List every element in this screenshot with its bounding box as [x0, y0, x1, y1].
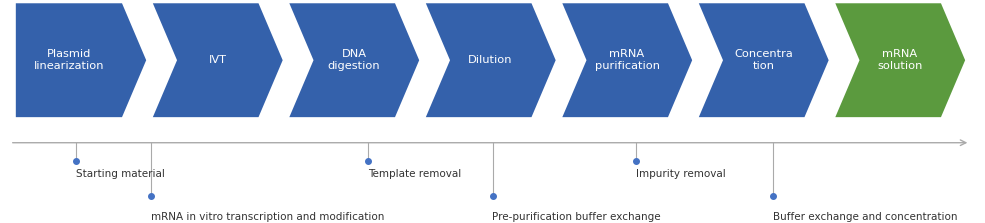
Text: Pre-purification buffer exchange: Pre-purification buffer exchange: [492, 212, 661, 222]
Polygon shape: [833, 2, 966, 118]
Polygon shape: [697, 2, 829, 118]
Polygon shape: [15, 2, 148, 118]
Text: Concentra
tion: Concentra tion: [734, 50, 793, 71]
Text: Starting material: Starting material: [76, 169, 164, 180]
Text: IVT: IVT: [209, 55, 227, 65]
Text: Dilution: Dilution: [468, 55, 513, 65]
Text: Template removal: Template removal: [368, 169, 462, 180]
Polygon shape: [152, 2, 284, 118]
Polygon shape: [560, 2, 693, 118]
Polygon shape: [425, 2, 557, 118]
Text: mRNA
purification: mRNA purification: [595, 50, 660, 71]
Text: Impurity removal: Impurity removal: [636, 169, 726, 180]
Polygon shape: [288, 2, 421, 118]
Text: mRNA
solution: mRNA solution: [878, 50, 923, 71]
Text: DNA
digestion: DNA digestion: [328, 50, 380, 71]
Text: Buffer exchange and concentration: Buffer exchange and concentration: [773, 212, 957, 222]
Text: mRNA in vitro transcription and modification: mRNA in vitro transcription and modifica…: [152, 212, 385, 222]
Text: Plasmid
linearization: Plasmid linearization: [33, 50, 104, 71]
